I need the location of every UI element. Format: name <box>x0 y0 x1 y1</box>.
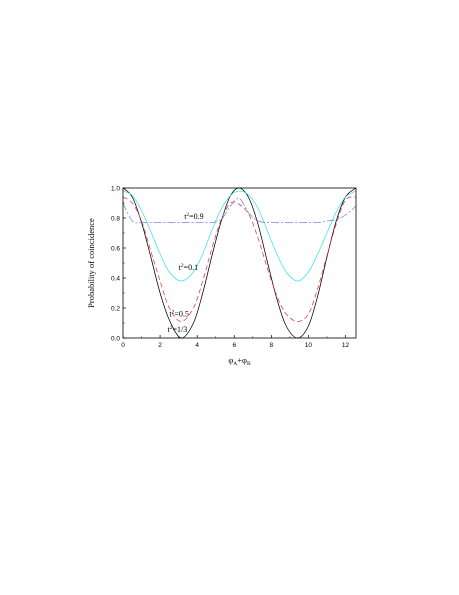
x-tick-label-0: 0 <box>121 342 125 349</box>
annotation-a13: t2=1/3 <box>168 325 188 334</box>
x-tick-label-6: 12 <box>342 342 350 349</box>
annotation-a09: t2=0.9 <box>184 212 204 221</box>
ticks-layer: 0 2 4 6 8 10 12 0.0 0.2 0.4 0.6 0.8 1.0 <box>111 185 350 349</box>
annotation-a01: t2=0.1 <box>179 263 199 272</box>
series-line-t2_0_1 <box>122 190 357 282</box>
y-tick-label-1: 0.2 <box>111 305 120 312</box>
series-line-t2_1_3 <box>122 187 357 339</box>
series-layer <box>122 187 357 339</box>
x-tick-label-2: 4 <box>195 342 199 349</box>
x-axis-label-sub-a: A <box>233 361 237 367</box>
x-tick-label-1: 2 <box>158 342 162 349</box>
x-axis-label-plus-phi: +φ <box>237 355 247 365</box>
series-line-t2_0_5 <box>122 196 357 322</box>
x-tick-label-4: 8 <box>270 342 274 349</box>
y-tick-label-3: 0.6 <box>111 245 120 252</box>
y-tick-label-4: 0.8 <box>111 215 120 222</box>
x-axis-label-sub-b: B <box>247 361 251 367</box>
y-tick-label-2: 0.4 <box>111 275 120 282</box>
x-tick-label-5: 10 <box>305 342 313 349</box>
series-line-t2_0_9 <box>122 197 357 224</box>
y-tick-label-5: 1.0 <box>111 185 120 192</box>
y-axis-label: Probability of coincidence <box>86 218 96 308</box>
plot-area: 0 2 4 6 8 10 12 0.0 0.2 0.4 0.6 0.8 1.0 t2=0.9 t2=0.1… <box>111 185 357 349</box>
annotation-a05: t2=0.5 <box>169 309 189 318</box>
x-axis-label-phi-a: φ <box>228 355 233 365</box>
annot-layer: t2=0.9 t2=0.1 t2=0.5 t2=1/3 <box>168 212 204 334</box>
y-tick-label-0: 0.0 <box>111 335 120 342</box>
x-tick-label-3: 6 <box>232 342 236 349</box>
plot-frame <box>122 187 357 339</box>
x-axis-label: φA+φB <box>228 355 251 367</box>
